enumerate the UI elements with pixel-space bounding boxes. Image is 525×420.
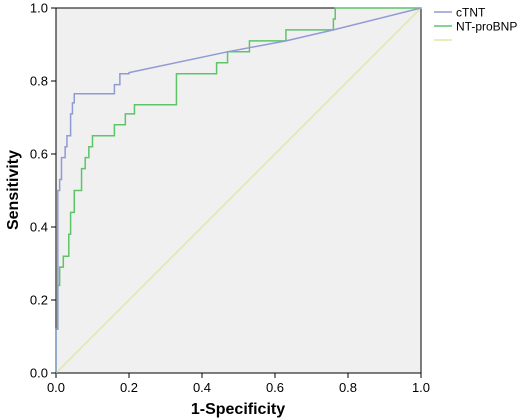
y-tick-label: 0.2 [30, 293, 48, 308]
x-axis-label: 1-Specificity [191, 401, 285, 418]
y-tick-label: 0.4 [30, 220, 48, 235]
series-line-0 [55, 7, 422, 373]
y-tick-label: 0.6 [30, 147, 48, 162]
y-tick-label: 1.0 [30, 1, 48, 16]
y-axis: 0.0 0.2 0.4 0.6 0.8 1.0 [30, 1, 56, 381]
x-tick-label: 1.0 [412, 380, 430, 395]
y-tick-label: 0.8 [30, 74, 48, 89]
x-tick-label: 0.6 [266, 380, 284, 395]
legend-label-1: NT-proBNP [456, 20, 517, 34]
x-tick-label: 0.4 [193, 380, 211, 395]
x-tick-label: 0.8 [339, 380, 357, 395]
series-line-1 [55, 7, 421, 373]
y-tick-label: 0.0 [30, 366, 48, 381]
series-layer [55, 7, 422, 374]
legend-label-0: cTNT [456, 6, 486, 20]
x-axis: 0.0 0.2 0.4 0.6 0.8 1.0 [47, 373, 430, 395]
x-tick-label: 0.2 [120, 380, 138, 395]
y-axis-label: Sensitivity [5, 150, 22, 230]
x-tick-label: 0.0 [47, 380, 65, 395]
series-line-2 [55, 7, 422, 374]
